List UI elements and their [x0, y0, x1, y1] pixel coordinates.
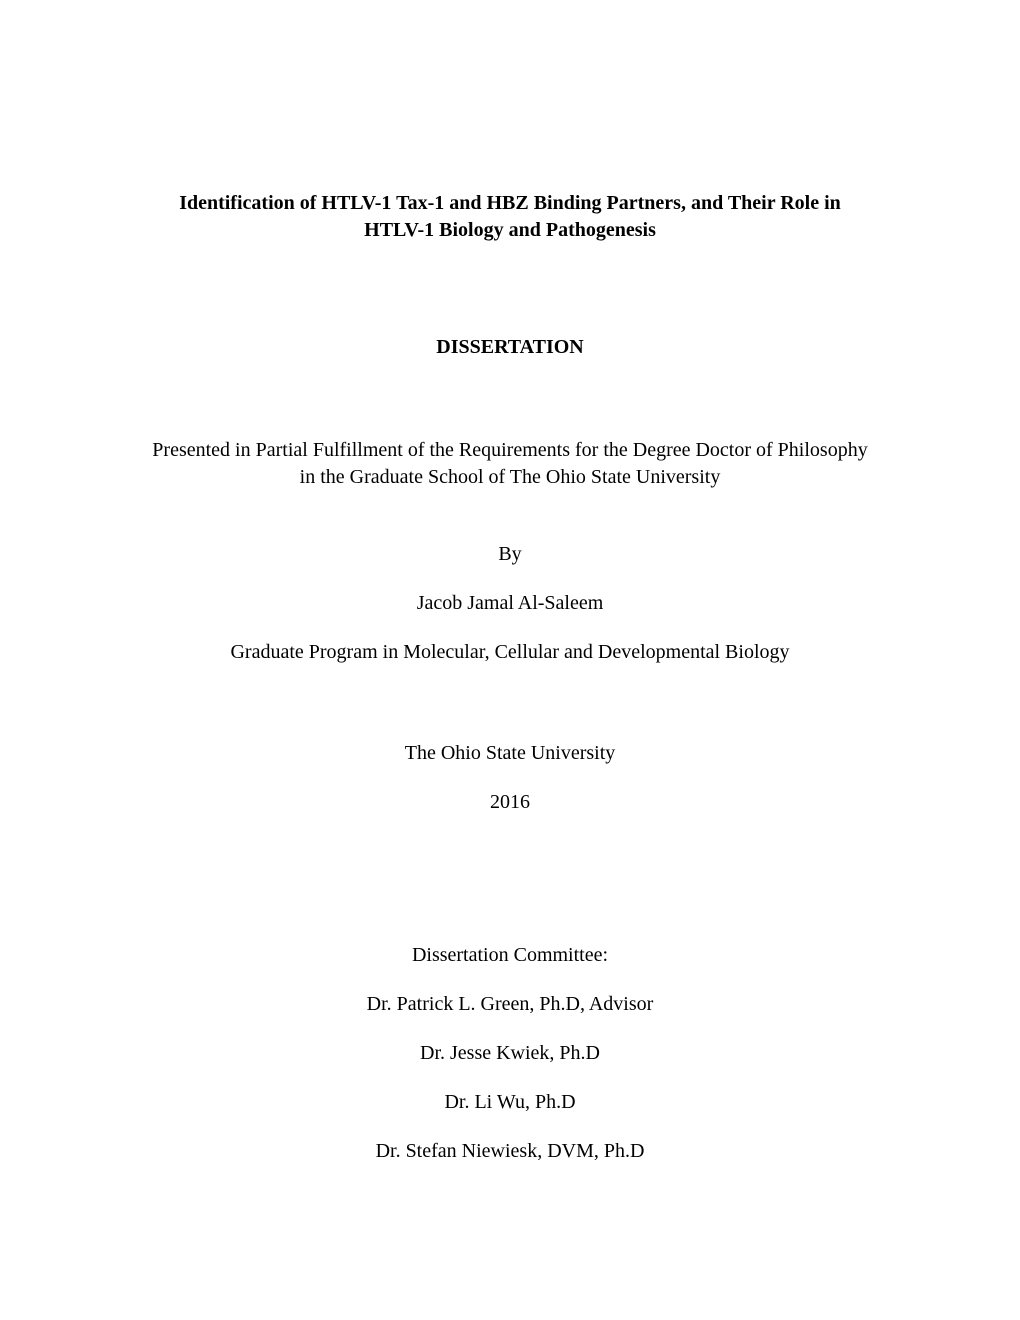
dissertation-title: Identification of HTLV-1 Tax-1 and HBZ B… [125, 190, 895, 244]
fulfillment-statement: Presented in Partial Fulfillment of the … [125, 437, 895, 491]
author-name: Jacob Jamal Al-Saleem [125, 592, 895, 615]
graduate-program: Graduate Program in Molecular, Cellular … [125, 641, 895, 664]
title-page: Identification of HTLV-1 Tax-1 and HBZ B… [125, 190, 895, 1163]
fulfillment-line-1: Presented in Partial Fulfillment of the … [152, 439, 867, 461]
committee-member-4: Dr. Stefan Niewiesk, DVM, Ph.D [125, 1140, 895, 1163]
committee-member-2: Dr. Jesse Kwiek, Ph.D [125, 1042, 895, 1065]
committee-member-3: Dr. Li Wu, Ph.D [125, 1091, 895, 1114]
fulfillment-line-2: in the Graduate School of The Ohio State… [300, 466, 721, 488]
title-line-2: HTLV-1 Biology and Pathogenesis [364, 219, 656, 241]
committee-label: Dissertation Committee: [125, 944, 895, 967]
university-name: The Ohio State University [125, 742, 895, 765]
by-label: By [125, 543, 895, 566]
title-line-1: Identification of HTLV-1 Tax-1 and HBZ B… [179, 192, 841, 214]
year: 2016 [125, 791, 895, 814]
dissertation-label: DISSERTATION [125, 336, 895, 359]
committee-member-1: Dr. Patrick L. Green, Ph.D, Advisor [125, 993, 895, 1016]
